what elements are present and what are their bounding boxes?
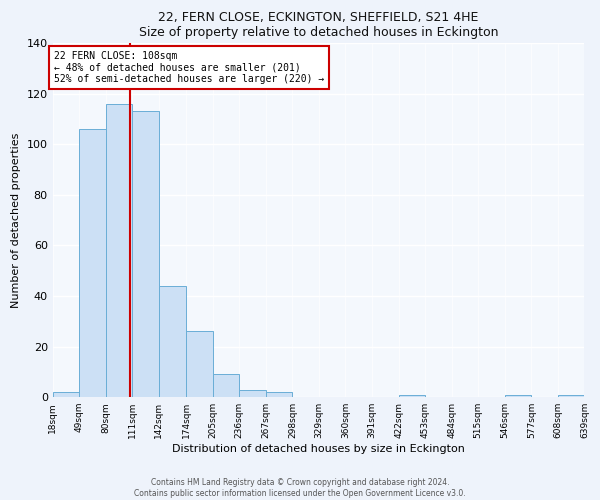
Bar	[266, 392, 292, 397]
Bar	[132, 112, 159, 397]
Bar	[53, 392, 79, 397]
Bar	[159, 286, 186, 397]
Bar	[79, 129, 106, 397]
Text: Contains HM Land Registry data © Crown copyright and database right 2024.
Contai: Contains HM Land Registry data © Crown c…	[134, 478, 466, 498]
Title: 22, FERN CLOSE, ECKINGTON, SHEFFIELD, S21 4HE
Size of property relative to detac: 22, FERN CLOSE, ECKINGTON, SHEFFIELD, S2…	[139, 11, 498, 39]
Bar	[239, 390, 266, 397]
Bar	[398, 394, 425, 397]
Bar	[186, 332, 213, 397]
Bar	[505, 394, 532, 397]
Bar	[558, 394, 584, 397]
Bar	[213, 374, 239, 397]
Bar	[106, 104, 132, 397]
X-axis label: Distribution of detached houses by size in Eckington: Distribution of detached houses by size …	[172, 444, 465, 454]
Text: 22 FERN CLOSE: 108sqm
← 48% of detached houses are smaller (201)
52% of semi-det: 22 FERN CLOSE: 108sqm ← 48% of detached …	[53, 50, 324, 84]
Y-axis label: Number of detached properties: Number of detached properties	[11, 132, 21, 308]
